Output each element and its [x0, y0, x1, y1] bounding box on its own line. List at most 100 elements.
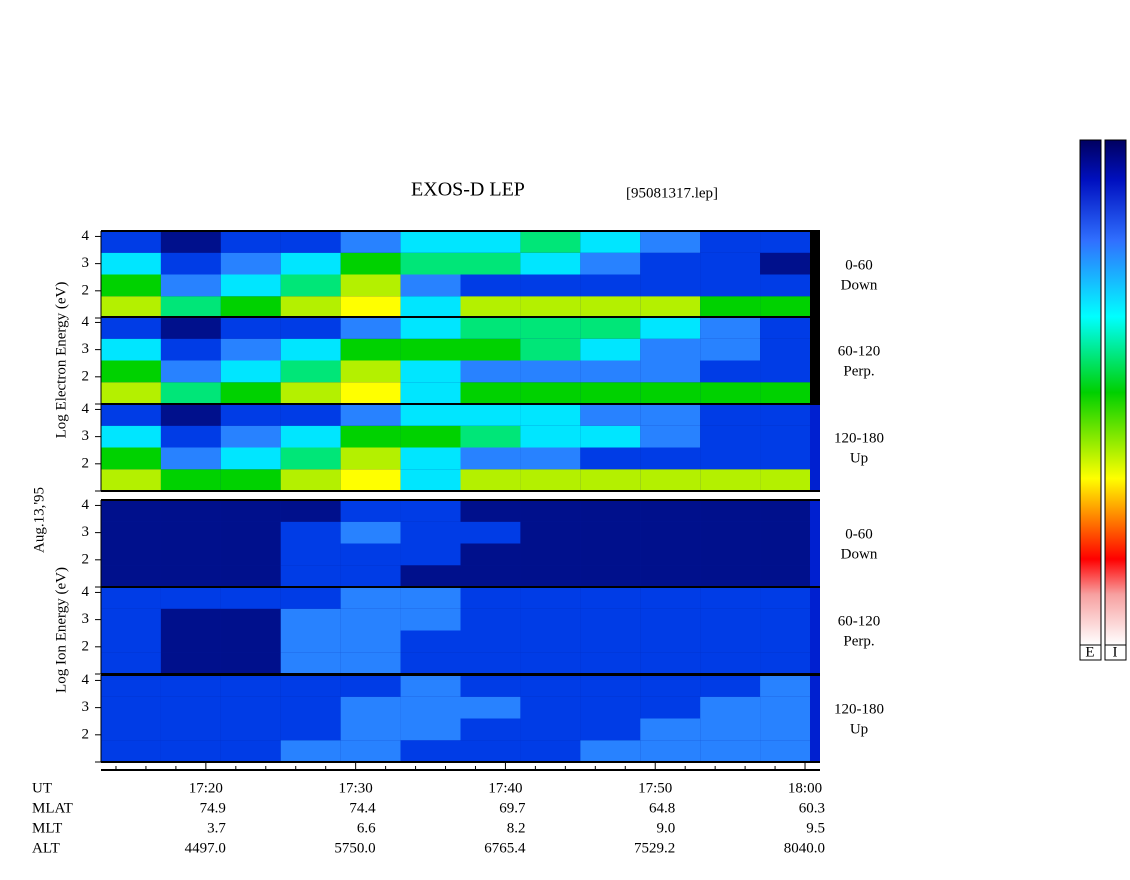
heatmap-cell	[101, 274, 161, 297]
heatmap-cell	[101, 740, 161, 762]
heatmap-cell	[520, 740, 581, 762]
heatmap-cell	[580, 696, 641, 719]
heatmap-cell	[220, 425, 281, 448]
heatmap-cell	[700, 382, 761, 404]
heatmap-cell	[580, 521, 641, 544]
heatmap-cell	[101, 296, 161, 318]
heatmap-cell	[640, 317, 701, 339]
y-tick-label: 4	[82, 672, 90, 688]
heatmap-cell	[400, 630, 461, 653]
heatmap-cell	[760, 252, 820, 275]
heatmap-cell	[220, 447, 281, 470]
ephemeris-value: 60.3	[799, 800, 825, 816]
ephemeris-value: 6765.4	[484, 840, 526, 856]
heatmap-cell	[101, 543, 161, 566]
heatmap-cell	[280, 469, 341, 491]
heatmap-cell	[640, 500, 701, 522]
heatmap-cell	[640, 382, 701, 404]
heatmap-cell	[520, 675, 581, 697]
heatmap-cell	[640, 425, 701, 448]
heatmap-cell	[580, 587, 641, 609]
y-tick-label: 4	[82, 314, 90, 330]
heatmap-cell	[340, 608, 401, 631]
heatmap-cell	[640, 360, 701, 383]
heatmap-cell	[340, 718, 401, 741]
heatmap-cell	[280, 252, 341, 275]
heatmap-cell	[760, 360, 820, 383]
heatmap-cell	[580, 360, 641, 383]
heatmap-cell	[101, 500, 161, 522]
direction-label: Up	[850, 721, 868, 737]
heatmap-cell	[101, 652, 161, 674]
heatmap-cell	[760, 338, 820, 361]
y-axis-label: Log Electron Energy (eV)	[53, 282, 69, 439]
direction-label: Perp.	[843, 633, 874, 649]
heatmap-cell	[760, 608, 820, 631]
heatmap-cell	[460, 360, 521, 383]
heatmap-cell	[700, 500, 761, 522]
heatmap-cell	[160, 338, 221, 361]
ut-label: UT	[32, 780, 52, 796]
x-tick-label: 17:40	[488, 780, 522, 796]
heatmap-cell	[160, 500, 221, 522]
heatmap-cell	[220, 630, 281, 653]
heatmap-cell	[220, 382, 281, 404]
heatmap-cell	[520, 587, 581, 609]
heatmap-cell	[340, 630, 401, 653]
pitch-angle-label: 120-180	[834, 430, 884, 446]
heatmap-cell	[580, 652, 641, 674]
heatmap-cell	[160, 630, 221, 653]
heatmap-cell	[400, 608, 461, 631]
ephemeris-value: 6.6	[357, 820, 376, 836]
heatmap-cell	[580, 382, 641, 404]
y-tick-label: 3	[82, 699, 90, 715]
heatmap-cell	[640, 740, 701, 762]
heatmap-cell	[340, 404, 401, 426]
heatmap-cell	[220, 469, 281, 491]
heatmap-cell	[700, 317, 761, 339]
heatmap-cell	[700, 587, 761, 609]
heatmap-cell	[520, 696, 581, 719]
y-tick-label: 4	[82, 228, 90, 244]
heatmap-cell	[580, 252, 641, 275]
x-tick-label: 18:00	[788, 780, 822, 796]
heatmap-cell	[460, 565, 521, 587]
heatmap-cell	[280, 630, 341, 653]
heatmap-cell	[640, 469, 701, 491]
heatmap-cell	[340, 543, 401, 566]
heatmap-cell	[640, 521, 701, 544]
heatmap-cell	[700, 608, 761, 631]
heatmap-cell	[580, 317, 641, 339]
heatmap-cell	[460, 652, 521, 674]
heatmap-cell	[580, 565, 641, 587]
heatmap-cell	[460, 317, 521, 339]
colorbar-label: I	[1113, 644, 1118, 660]
heatmap-cell	[760, 404, 820, 426]
heatmap-cell	[580, 469, 641, 491]
heatmap-cell	[101, 338, 161, 361]
heatmap-cell	[280, 360, 341, 383]
heatmap-cell	[760, 565, 820, 587]
ephemeris-value: 3.7	[207, 820, 226, 836]
heatmap-cell	[400, 587, 461, 609]
ephemeris-label: MLT	[32, 820, 62, 836]
heatmap-cell	[400, 675, 461, 697]
direction-label: Perp.	[843, 363, 874, 379]
heatmap-cell	[101, 317, 161, 339]
x-tick-label: 17:50	[638, 780, 672, 796]
y-tick-label: 3	[82, 611, 90, 627]
heatmap-cell	[520, 360, 581, 383]
ephemeris-value: 74.4	[349, 800, 376, 816]
heatmap-cell	[101, 382, 161, 404]
ephemeris-label: MLAT	[32, 800, 73, 816]
y-axis-label: Log Ion Energy (eV)	[53, 567, 69, 693]
heatmap-cell	[700, 469, 761, 491]
heatmap-cell	[460, 469, 521, 491]
heatmap-cell	[400, 652, 461, 674]
heatmap-cell	[700, 565, 761, 587]
colorbar	[1079, 139, 1102, 646]
no-data-strip	[810, 404, 820, 491]
heatmap-cell	[220, 338, 281, 361]
heatmap-cell	[520, 718, 581, 741]
